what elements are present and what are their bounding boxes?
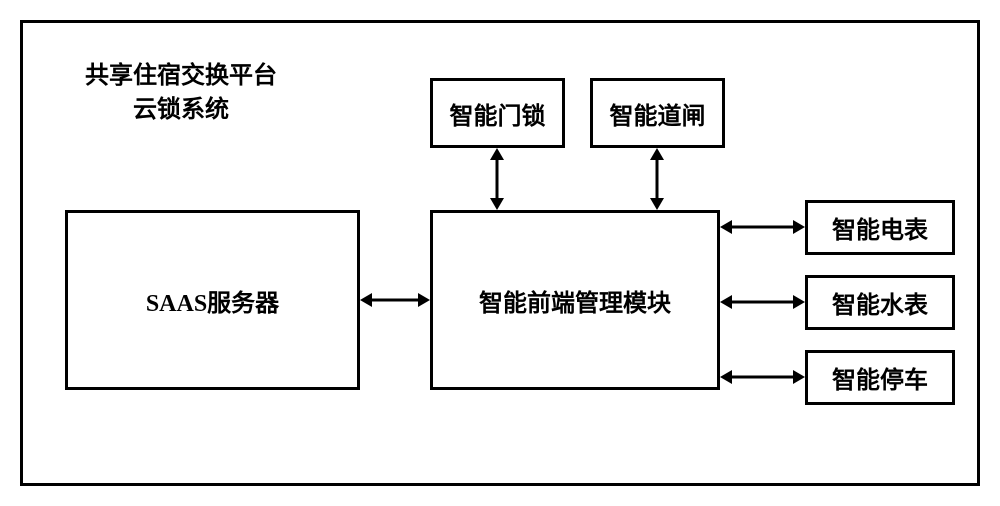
title-line-2: 云锁系统	[133, 97, 229, 123]
node-label: 智能电表	[832, 210, 928, 245]
title-line-1: 共享住宿交换平台	[85, 63, 277, 89]
node-front-end-module: 智能前端管理模块	[430, 210, 720, 390]
node-label: 智能道闸	[610, 96, 706, 131]
node-label: 智能水表	[832, 285, 928, 320]
node-label: 智能前端管理模块	[479, 283, 671, 318]
node-smart-lock: 智能门锁	[430, 78, 565, 148]
node-smart-barrier: 智能道闸	[590, 78, 725, 148]
node-label: 智能停车	[832, 360, 928, 395]
node-smart-elec-meter: 智能电表	[805, 200, 955, 255]
node-label: SAAS服务器	[146, 283, 279, 318]
node-label: 智能门锁	[450, 96, 546, 131]
node-smart-water-meter: 智能水表	[805, 275, 955, 330]
node-saas-server: SAAS服务器	[65, 210, 360, 390]
node-smart-parking: 智能停车	[805, 350, 955, 405]
diagram-title: 共享住宿交换平台 云锁系统	[85, 60, 277, 127]
